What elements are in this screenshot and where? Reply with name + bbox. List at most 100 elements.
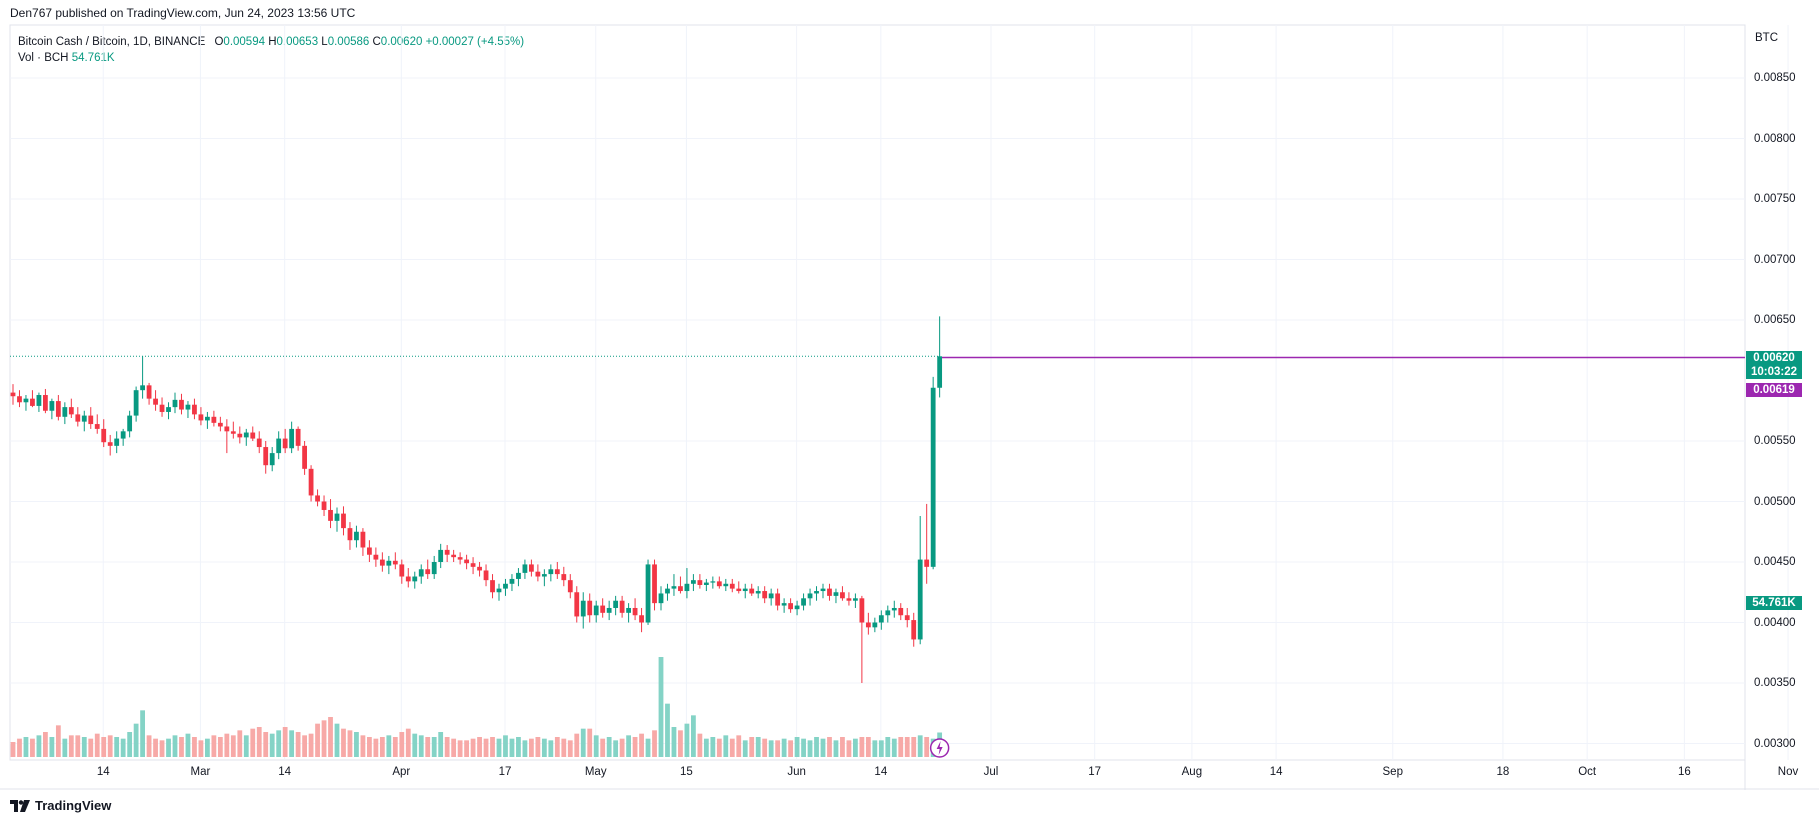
candle-body	[354, 531, 359, 541]
volume-bar	[399, 732, 405, 757]
volume-bar	[833, 740, 839, 757]
candle-body	[405, 576, 411, 582]
candle-body	[496, 588, 502, 593]
candle-body	[574, 592, 580, 617]
symbol-pair[interactable]: Bitcoin Cash / Bitcoin, 1D, BINANCE	[18, 36, 206, 48]
volume-bar	[457, 740, 463, 757]
volume-bar	[379, 737, 385, 757]
brand-name: TradingView	[35, 798, 112, 813]
candle-body	[917, 559, 923, 640]
volume-bar	[159, 740, 165, 757]
x-tick-label: 17	[498, 766, 512, 778]
volume-bar	[872, 740, 878, 757]
volume-bar	[697, 733, 703, 757]
volume-bar	[762, 738, 768, 757]
volume-bar	[256, 727, 262, 757]
candle-body	[334, 513, 340, 521]
candle-body	[379, 559, 385, 566]
volume-bar	[269, 733, 275, 757]
candle-body	[328, 509, 333, 521]
volume-bar	[632, 737, 638, 757]
volume-bar	[710, 737, 716, 757]
volume-bar	[217, 737, 223, 757]
volume-bar	[671, 727, 677, 757]
candle-body	[606, 607, 612, 613]
x-tick-label: Mar	[190, 766, 211, 778]
x-tick-label: May	[584, 766, 607, 778]
volume-bar	[360, 735, 366, 757]
volume-bar	[619, 738, 625, 757]
candle-body	[179, 399, 184, 410]
volume-label: Vol · BCH	[18, 52, 69, 64]
volume-bar	[917, 735, 923, 757]
volume-bar	[81, 737, 87, 757]
candle-body	[840, 592, 845, 599]
candle-body	[282, 438, 288, 449]
volume-bar	[529, 738, 534, 757]
candle-body	[749, 588, 755, 594]
volume-bar	[684, 723, 690, 757]
volume-bar	[593, 735, 599, 757]
candle-body	[224, 426, 230, 432]
candle-body	[788, 603, 793, 610]
ohlc-high: H0.00653	[268, 36, 319, 48]
x-tick-label: Nov	[1777, 766, 1799, 778]
candle-body	[211, 416, 217, 423]
volume-bar	[49, 737, 55, 757]
volume-bar	[814, 737, 819, 757]
volume-bar	[101, 737, 107, 757]
candle-body	[736, 588, 742, 592]
volume-bar	[911, 737, 917, 757]
lightning-icon	[936, 741, 943, 755]
volume-bar	[153, 738, 158, 757]
candle-body	[392, 560, 398, 565]
volume-bar	[30, 738, 35, 757]
candle-body	[509, 578, 515, 584]
candle-body	[101, 428, 107, 443]
volume-bar	[68, 735, 74, 757]
candle-body	[853, 598, 858, 601]
x-tick-label: Jul	[983, 766, 999, 778]
candle-body	[684, 583, 690, 592]
last-price-badge: 0.00620 10:03:22	[1746, 351, 1802, 379]
candle-body	[729, 583, 735, 589]
candle-body	[600, 605, 606, 613]
volume-bar	[224, 733, 230, 757]
candle-body	[263, 447, 269, 466]
candle-body	[768, 593, 774, 599]
candle-body	[217, 422, 223, 427]
candle-body	[807, 593, 813, 599]
x-tick-label: 14	[874, 766, 888, 778]
candle-body	[107, 442, 113, 446]
volume-bar	[263, 732, 269, 757]
y-tick-label: 0.00700	[1754, 253, 1796, 266]
candle-body	[878, 615, 884, 623]
candle-body	[833, 592, 839, 596]
candle-body	[814, 591, 819, 594]
volume-bar	[341, 728, 346, 757]
candle-body	[865, 622, 871, 628]
candle-body	[671, 586, 677, 589]
volume-bar	[36, 735, 42, 757]
volume-bar	[781, 738, 787, 757]
candle-body	[347, 528, 353, 541]
candle-body	[775, 593, 781, 606]
volume-legend[interactable]: Vol · BCH 54.761K	[18, 50, 115, 66]
tradingview-logo[interactable]: TradingView	[10, 798, 111, 813]
volume-bar	[10, 742, 16, 757]
volume-bar	[17, 738, 22, 757]
volume-bar	[574, 733, 580, 757]
candle-body	[43, 395, 48, 411]
candle-body	[315, 495, 320, 502]
candle-body	[75, 414, 81, 422]
candle-body	[133, 390, 139, 416]
candle-body	[781, 603, 787, 606]
candle-body	[872, 622, 878, 628]
candle-body	[256, 438, 262, 448]
y-tick-label: 0.00800	[1754, 132, 1796, 145]
y-tick-label: 0.00400	[1754, 616, 1796, 629]
candle-body	[49, 401, 55, 411]
volume-bar	[768, 740, 774, 757]
volume-bar	[282, 727, 288, 757]
